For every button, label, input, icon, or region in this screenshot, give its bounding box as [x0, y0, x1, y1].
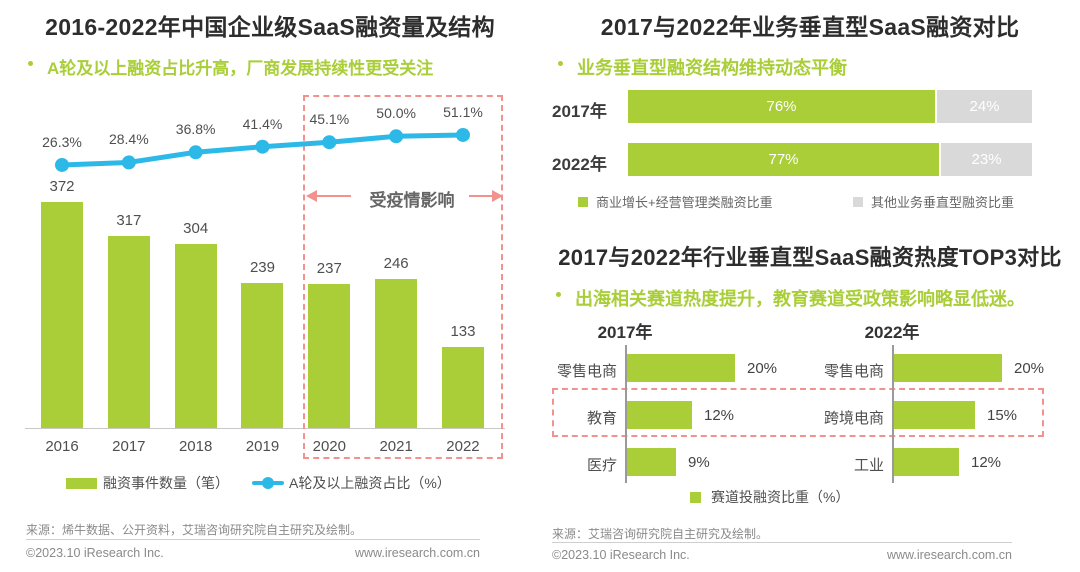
bar-value-2020: 237	[316, 260, 342, 277]
bottom-right-chart-title: 2017与2022年行业垂直型SaaS融资热度TOP3对比	[558, 245, 1062, 270]
row-label-2017年: 2017年	[552, 102, 607, 121]
stacked-bar-main-2022年: 77%	[628, 143, 939, 176]
row-label-2022年-跨境电商: 跨境电商	[823, 410, 884, 427]
row-label-2022年-零售电商: 零售电商	[823, 363, 884, 380]
right-source-note: 来源：艾瑞咨询研究院自主研究及绘制。	[552, 527, 769, 541]
left-source-note: 来源：烯牛数据、公开资料，艾瑞咨询研究院自主研究及绘制。	[26, 523, 363, 537]
stacked-bar-other-2022年: 23%	[941, 143, 1032, 176]
bullet-icon	[556, 292, 561, 297]
left-website-link[interactable]: www.iresearch.com.cn	[354, 546, 480, 560]
row-label-2017年-零售电商: 零售电商	[556, 363, 617, 380]
bar-2022年-零售电商	[894, 354, 1002, 382]
bar-2017年-教育	[627, 401, 692, 429]
bullet-icon	[28, 61, 33, 66]
bar-value-2022年-零售电商: 20%	[1014, 360, 1045, 377]
green-square-icon	[690, 491, 701, 503]
covid-impact-label: 受疫情影响	[369, 191, 455, 210]
bar-2022年-跨境电商	[894, 401, 975, 429]
bar-value-2022年-工业: 12%	[971, 454, 1002, 471]
line-legend-swatch-icon	[252, 476, 284, 490]
bar-2017	[107, 236, 150, 428]
line-value-2019: 41.4%	[242, 115, 283, 132]
stacked-bar-main-2017年: 76%	[628, 90, 935, 123]
column-header-2022年: 2022年	[864, 323, 920, 342]
bar-legend-label: 融资事件数量（笔）	[103, 475, 229, 491]
left-chart-subtitle-text: A轮及以上融资占比升高，厂商发展持续性更受关注	[47, 59, 434, 78]
green-square-icon	[578, 196, 588, 207]
left-chart-subtitle: A轮及以上融资占比升高，厂商发展持续性更受关注	[28, 54, 433, 79]
top-right-legend-green-label: 商业增长+经营管理类融资比重	[596, 195, 773, 210]
axis-line-2017年	[625, 345, 627, 483]
left-copyright: ©2023.10 iResearch Inc.	[26, 546, 164, 560]
line-value-2020: 45.1%	[309, 111, 350, 128]
line-value-2021: 50.0%	[376, 105, 416, 122]
left-chart-legend: 融资事件数量（笔） A轮及以上融资占比（%）	[66, 473, 451, 493]
bar-2022年-工业	[894, 448, 959, 476]
bar-value-2022: 133	[450, 323, 476, 340]
bar-2020	[308, 284, 351, 428]
left-footer-divider	[26, 539, 480, 540]
x-axis-label-2017: 2017	[112, 438, 146, 455]
bar-2019	[241, 283, 284, 428]
stacked-bar-other-2017年: 24%	[937, 90, 1032, 123]
covid-impact-box	[303, 95, 503, 459]
arrow-left-icon	[306, 190, 351, 202]
bar-value-2017年-教育: 12%	[704, 407, 735, 424]
arrow-right-icon	[469, 190, 503, 202]
x-axis-label-2021: 2021	[379, 438, 413, 455]
bottom-right-chart-subtitle-text: 出海相关赛道热度提升，教育赛道受政策影响略显低迷。	[575, 289, 1025, 309]
bar-2018	[174, 244, 217, 428]
financing-volume-chart: 受疫情影响 372 2016 26.3% 317 2017 28.4% 304 2018 36.…	[25, 95, 505, 459]
bottom-right-legend-label: 赛道投融资比重（%）	[711, 489, 850, 505]
bar-value-2017年-医疗: 9%	[688, 454, 710, 471]
x-axis-line	[25, 428, 505, 429]
x-axis-label-2018: 2018	[178, 438, 213, 455]
x-axis-label-2019: 2019	[245, 438, 280, 455]
top-right-legend-gray-label: 其他业务垂直型融资比重	[871, 195, 1015, 210]
bottom-right-legend: 赛道投融资比重（%）	[690, 487, 849, 507]
bar-value-2017: 317	[116, 212, 142, 229]
top-right-chart-subtitle: 业务垂直型融资结构维持动态平衡	[558, 54, 847, 80]
x-axis-label-2016: 2016	[45, 438, 79, 455]
row-label-2017年-医疗: 医疗	[586, 457, 617, 474]
bar-2017年-零售电商	[627, 354, 735, 382]
bar-value-2022年-跨境电商: 15%	[987, 407, 1018, 424]
bar-value-2017年-零售电商: 20%	[747, 360, 778, 377]
bar-2017年-医疗	[627, 448, 676, 476]
bar-2021	[375, 279, 418, 428]
row-label-2017年-教育: 教育	[586, 410, 617, 427]
bar-2022	[441, 347, 484, 428]
right-footer-divider	[552, 542, 1012, 543]
bar-2016	[41, 202, 83, 428]
gray-square-icon	[853, 196, 863, 207]
bottom-right-chart-subtitle: 出海相关赛道热度提升，教育赛道受政策影响略显低迷。	[556, 285, 1025, 311]
top-right-chart-subtitle-text: 业务垂直型融资结构维持动态平衡	[577, 58, 847, 78]
right-copyright: ©2023.10 iResearch Inc.	[552, 548, 690, 562]
bar-value-2021: 246	[383, 255, 409, 272]
top-right-legend-green: 商业增长+经营管理类融资比重	[578, 192, 773, 211]
bar-value-2016: 372	[49, 178, 75, 195]
x-axis-label-2020: 2020	[312, 438, 346, 455]
x-axis-label-2022: 2022	[446, 438, 480, 455]
row-label-2022年: 2022年	[552, 155, 607, 174]
bar-legend-swatch-icon	[66, 477, 97, 489]
top-right-chart-title: 2017与2022年业务垂直型SaaS融资对比	[600, 14, 1020, 40]
highlight-row-box	[552, 388, 1044, 437]
right-website-link[interactable]: www.iresearch.com.cn	[886, 548, 1012, 562]
column-header-2017年: 2017年	[597, 323, 653, 342]
line-legend-label: A轮及以上融资占比（%）	[289, 475, 451, 491]
bar-value-2019: 239	[249, 259, 275, 276]
left-chart-title: 2016-2022年中国企业级SaaS融资量及结构	[45, 14, 495, 40]
bullet-icon	[558, 61, 563, 66]
bar-value-2018: 304	[183, 220, 209, 237]
top-right-legend-gray: 其他业务垂直型融资比重	[853, 192, 1014, 211]
axis-line-2022年	[892, 345, 894, 483]
line-value-2022: 51.1%	[443, 103, 483, 120]
row-label-2022年-工业: 工业	[853, 457, 884, 474]
